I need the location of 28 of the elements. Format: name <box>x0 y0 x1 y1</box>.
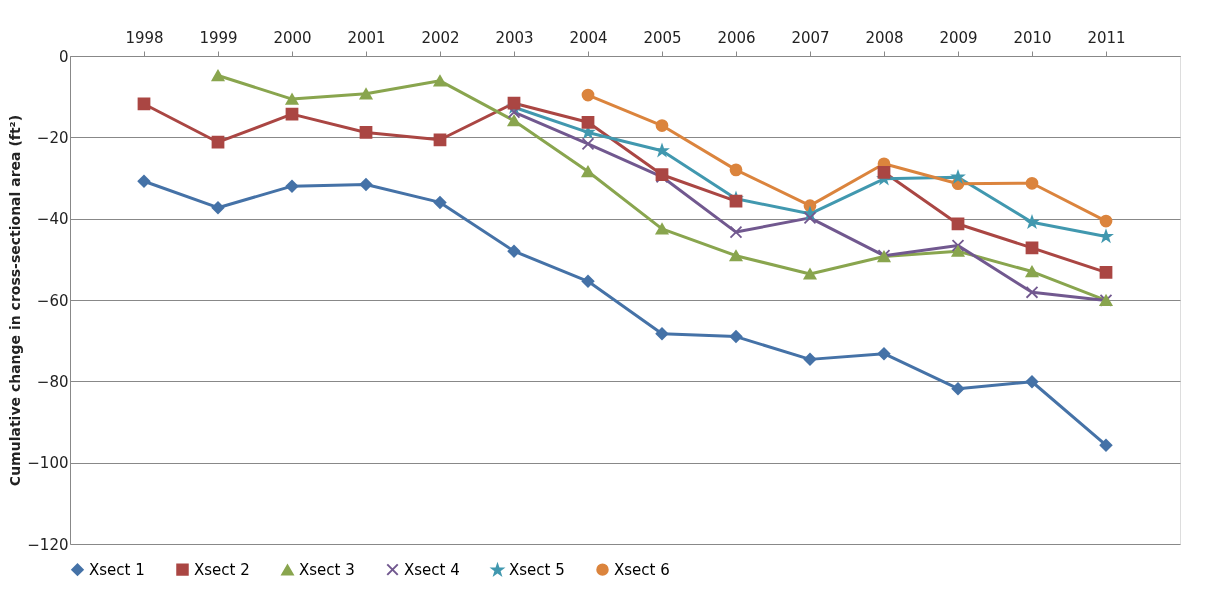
legend-label: Xsect 1 <box>89 560 145 579</box>
x-tick-label: 2005 <box>643 28 682 47</box>
legend-label: Xsect 6 <box>614 560 670 579</box>
legend-label: Xsect 5 <box>509 561 565 580</box>
y-tick-label: −60 <box>36 291 69 310</box>
legend-label: Xsect 3 <box>299 560 355 579</box>
y-tick-label: −120 <box>27 535 69 554</box>
y-tick-label: 0 <box>58 47 69 66</box>
x-tick-label: 2004 <box>569 28 608 47</box>
x-tick-label: 2010 <box>1013 28 1052 47</box>
y-axis-title: Cumulative change in cross-sectional area (ft²) <box>7 114 24 487</box>
x-tick-label: 2002 <box>421 28 460 47</box>
x-tick-label: 1999 <box>199 28 238 47</box>
x-tick-label: 2008 <box>865 28 904 47</box>
x-tick-label: 2009 <box>939 28 978 47</box>
y-tick-label: −100 <box>27 454 69 473</box>
x-tick-label: 2007 <box>791 28 830 47</box>
legend-label: Xsect 4 <box>404 560 460 579</box>
y-tick-label: −80 <box>36 372 69 391</box>
x-tick-label: 1998 <box>125 28 164 47</box>
x-tick-label: 2011 <box>1087 28 1126 47</box>
x-tick-label: 2001 <box>347 28 386 47</box>
x-tick-label: 2003 <box>495 28 534 47</box>
y-tick-label: −20 <box>36 128 69 147</box>
y-tick-label: −40 <box>36 210 69 229</box>
x-tick-label: 2006 <box>717 28 756 47</box>
x-tick-label: 2000 <box>273 28 312 47</box>
legend-label: Xsect 2 <box>194 560 250 579</box>
